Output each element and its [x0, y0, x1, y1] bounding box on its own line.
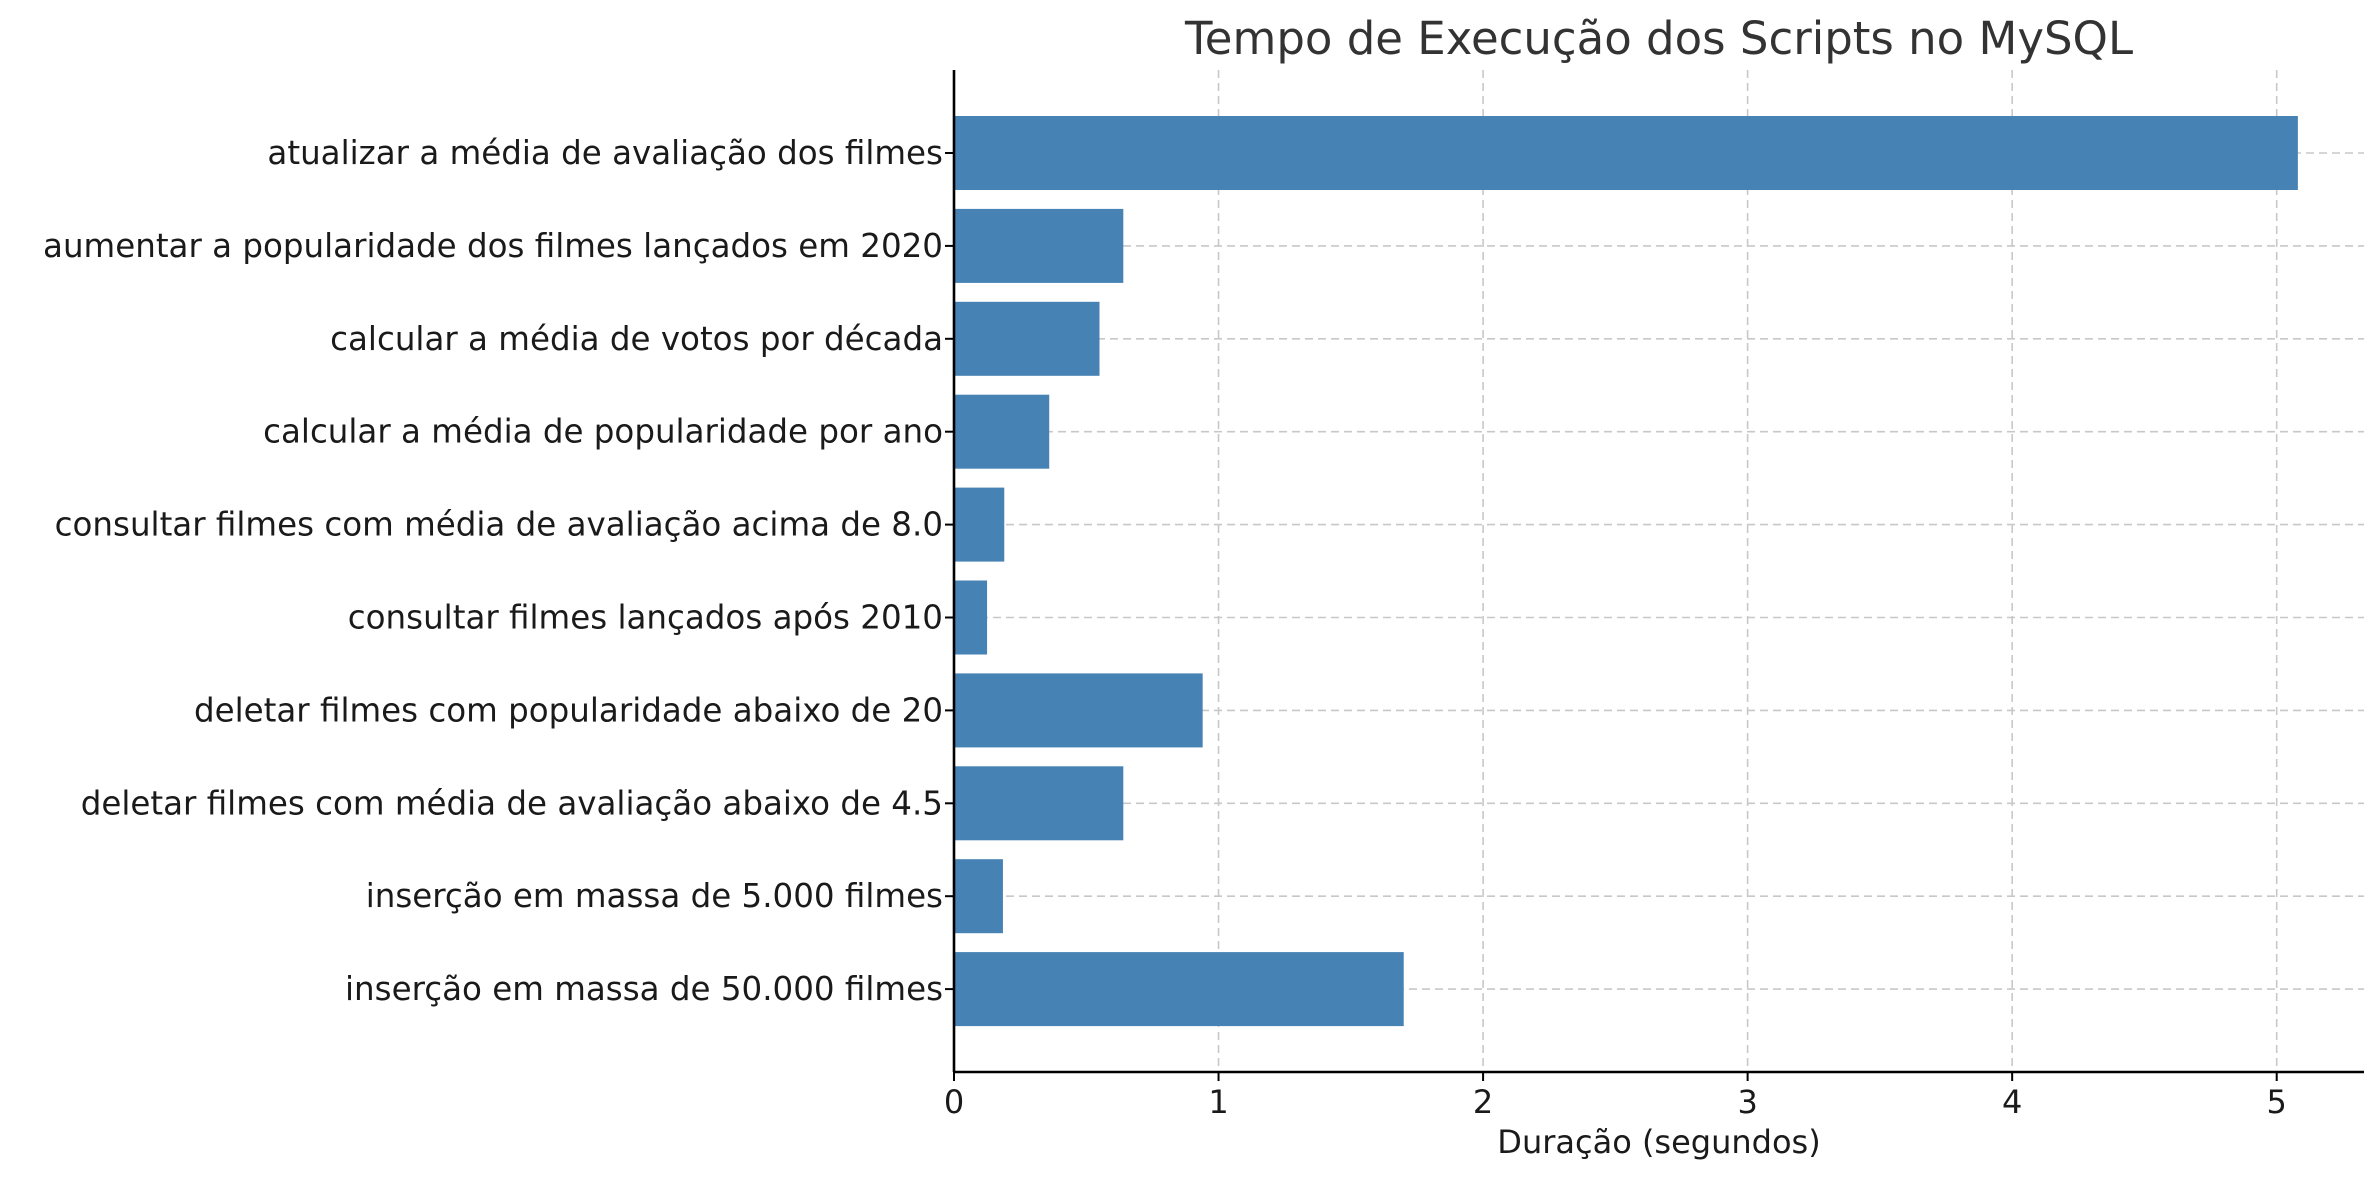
category-label: deletar filmes com média de avaliação ab…: [81, 784, 943, 822]
x-axis-label: Duração (segundos): [1497, 1123, 1820, 1161]
bar: [954, 487, 1005, 562]
bar: [954, 859, 1003, 934]
category-label: aumentar a popularidade dos filmes lança…: [43, 227, 943, 265]
bar: [954, 208, 1124, 283]
category-label: atualizar a média de avaliação dos filme…: [267, 134, 943, 172]
bar: [954, 301, 1100, 376]
x-tick-labels: 0 1 2 3 4 5: [944, 1083, 2287, 1121]
x-tick-label: 5: [2267, 1083, 2287, 1121]
bar: [954, 116, 2298, 190]
x-tick-label: 0: [944, 1083, 964, 1121]
category-label: inserção em massa de 5.000 filmes: [366, 877, 943, 915]
category-label: inserção em massa de 50.000 filmes: [345, 970, 943, 1008]
bar: [954, 394, 1050, 469]
category-label: consultar filmes lançados após 2010: [348, 599, 943, 637]
x-tick-label: 4: [2002, 1083, 2022, 1121]
bar: [954, 766, 1124, 841]
x-tick-label: 3: [1737, 1083, 1757, 1121]
bar: [954, 673, 1203, 748]
category-label: consultar filmes com média de avaliação …: [55, 506, 943, 544]
bar: [954, 580, 988, 655]
chart-title: Tempo de Execução dos Scripts no MySQL: [1184, 12, 2133, 65]
category-labels: atualizar a média de avaliação dos filme…: [43, 134, 943, 1008]
bars: [954, 116, 2298, 1027]
x-tick-label: 1: [1208, 1083, 1228, 1121]
category-label: calcular a média de popularidade por ano: [263, 413, 943, 451]
category-label: calcular a média de votos por década: [330, 320, 943, 358]
x-tick-label: 2: [1473, 1083, 1493, 1121]
axes: [945, 70, 2364, 1081]
category-label: deletar filmes com popularidade abaixo d…: [194, 691, 943, 729]
grid-lines: [954, 70, 2364, 1072]
bar: [954, 952, 1404, 1027]
